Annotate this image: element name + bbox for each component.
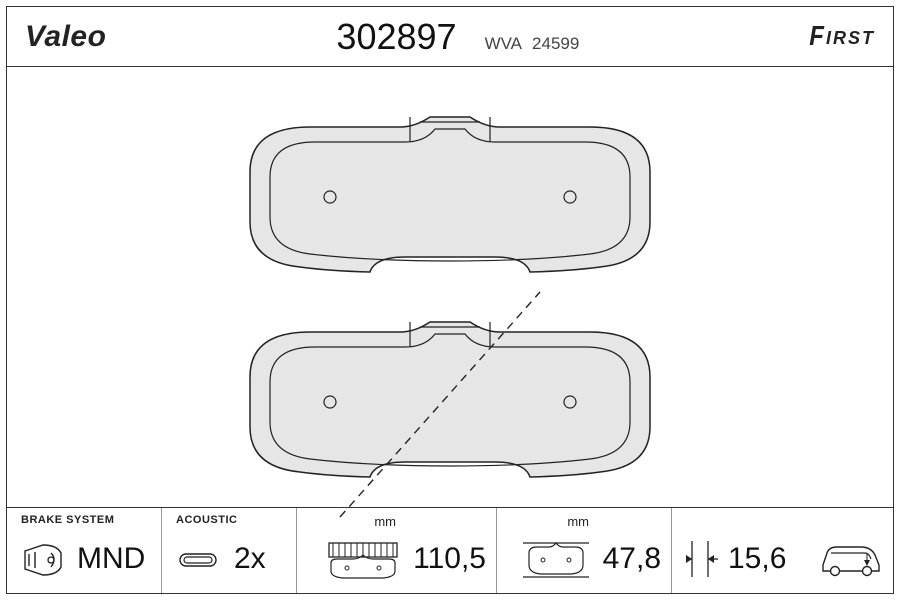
brake-system-value: MND	[77, 542, 145, 576]
thickness-icon	[686, 537, 720, 581]
brake-pad-bottom-svg	[230, 322, 670, 522]
cell-brake-system: BRAKE SYSTEM MND	[7, 508, 162, 593]
width-value: 110,5	[413, 542, 486, 576]
header: Valeo 302897 WVA 24599 FIRST	[7, 7, 893, 67]
brake-system-label: BRAKE SYSTEM	[21, 514, 151, 526]
outer-frame: Valeo 302897 WVA 24599 FIRST	[6, 6, 894, 594]
part-number: 302897	[336, 16, 456, 58]
wva-code: WVA 24599	[485, 34, 580, 54]
brake-pad-top	[230, 117, 670, 277]
height-value: 47,8	[603, 542, 661, 576]
acoustic-value: 2x	[234, 542, 266, 576]
brake-pad-top-svg	[230, 117, 670, 277]
thickness-value: 15,6	[728, 542, 786, 576]
cell-thickness: 15,6	[672, 508, 893, 593]
width-icon	[323, 537, 403, 581]
clip-icon	[176, 546, 224, 572]
wva-label: WVA	[485, 34, 522, 53]
car-rear-icon	[819, 541, 883, 577]
brand-logo: Valeo	[25, 20, 106, 54]
caliper-icon	[21, 539, 67, 579]
sub-brand-logo: FIRST	[809, 23, 875, 51]
drawing-area	[7, 67, 893, 507]
header-center: 302897 WVA 24599	[336, 16, 579, 58]
height-icon	[519, 537, 593, 581]
brake-pad-bottom	[230, 322, 670, 482]
wva-value: 24599	[532, 34, 579, 53]
